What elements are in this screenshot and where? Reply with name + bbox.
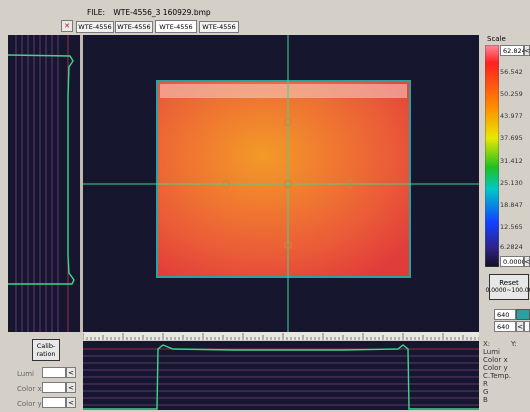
file-name: WTE-4556_3 160929.bmp bbox=[113, 8, 211, 17]
color-x-field[interactable] bbox=[42, 382, 66, 393]
color-y-field[interactable] bbox=[42, 397, 66, 408]
resolution-button[interactable]: < bbox=[516, 321, 524, 332]
tab-2[interactable]: WTE-4556 bbox=[115, 21, 153, 33]
scale-tick-1: 56.542 bbox=[500, 68, 523, 76]
color-x-button[interactable]: < bbox=[66, 382, 76, 393]
scale-tick-3: 43.977 bbox=[500, 112, 523, 120]
tab-label: WTE-4556 bbox=[159, 22, 193, 31]
resolution-width-field[interactable]: 640 bbox=[494, 309, 516, 320]
info-y-label: Y: bbox=[511, 340, 517, 348]
scale-tick-4: 37.695 bbox=[500, 134, 523, 142]
reset-label: Reset bbox=[499, 279, 519, 287]
file-label: FILE: bbox=[87, 8, 105, 17]
lumi-label: Lumi bbox=[17, 370, 34, 378]
tab-1[interactable]: WTE-4556 bbox=[76, 21, 114, 33]
luminance-image-view[interactable] bbox=[83, 35, 479, 332]
measure-point-left[interactable] bbox=[222, 180, 230, 188]
file-title: FILE: WTE-4556_3 160929.bmp bbox=[87, 8, 211, 17]
resolution-extra-field[interactable] bbox=[524, 321, 530, 332]
reset-range: 0.0000~100.00 bbox=[485, 287, 530, 294]
left-splitter[interactable] bbox=[80, 35, 83, 332]
horizontal-profile-plot bbox=[83, 341, 479, 410]
vertical-profile-curve bbox=[8, 54, 75, 285]
scale-tick-6: 25.130 bbox=[500, 179, 523, 187]
reset-button[interactable]: Reset 0.0000~100.00 bbox=[485, 274, 530, 300]
scale-max-button[interactable]: < bbox=[524, 45, 530, 56]
scale-tick-8: 12.565 bbox=[500, 223, 523, 231]
close-button[interactable]: ✕ bbox=[61, 20, 73, 32]
resolution-toggle[interactable] bbox=[516, 309, 530, 320]
close-icon: ✕ bbox=[64, 22, 70, 30]
info-lumi-label: Lumi bbox=[483, 348, 500, 356]
scale-max-field[interactable]: 62.824 bbox=[500, 45, 526, 56]
info-r-label: R bbox=[483, 380, 488, 388]
tab-label: WTE-4556 bbox=[117, 23, 151, 31]
measure-point-top[interactable] bbox=[284, 118, 292, 126]
luminance-panel bbox=[158, 82, 409, 276]
scale-min-field[interactable]: 0.0000 bbox=[500, 256, 526, 267]
tab-4[interactable]: WTE-4556 bbox=[199, 21, 239, 33]
lumi-field[interactable] bbox=[42, 367, 66, 378]
tab-label: WTE-4556 bbox=[78, 23, 112, 31]
color-y-button[interactable]: < bbox=[66, 397, 76, 408]
info-g-label: G bbox=[483, 388, 489, 396]
scale-min-button[interactable]: < bbox=[524, 256, 530, 267]
panel-top-highlight bbox=[160, 84, 407, 98]
measure-point-center[interactable] bbox=[284, 180, 292, 188]
color-y-label: Color y bbox=[17, 400, 42, 408]
scale-tick-5: 31.412 bbox=[500, 157, 523, 165]
tab-3[interactable]: WTE-4556 bbox=[155, 20, 197, 33]
info-b-label: B bbox=[483, 396, 488, 404]
measure-point-bottom[interactable] bbox=[284, 241, 292, 249]
horizontal-profile-curve bbox=[83, 344, 479, 410]
color-x-label: Color x bbox=[17, 385, 42, 393]
calibration-button[interactable]: Calib- ration bbox=[32, 339, 60, 361]
horizontal-ruler bbox=[83, 332, 479, 340]
info-color-x-label: Color x bbox=[483, 356, 508, 364]
info-color-y-label: Color y bbox=[483, 364, 508, 372]
lumi-button[interactable]: < bbox=[66, 367, 76, 378]
info-ctemp-label: C.Temp. bbox=[483, 372, 511, 380]
calibration-label: Calib- ration bbox=[36, 342, 56, 358]
info-x-label: X: bbox=[483, 340, 491, 348]
vertical-profile-plot bbox=[8, 35, 80, 332]
scale-tick-2: 50.259 bbox=[500, 90, 523, 98]
tab-label: WTE-4556 bbox=[202, 23, 236, 31]
scale-tick-9: 6.2824 bbox=[500, 243, 523, 251]
scale-title: Scale bbox=[487, 35, 506, 43]
color-scale-bar bbox=[485, 45, 499, 267]
scale-tick-7: 18.847 bbox=[500, 201, 523, 209]
measure-point-right[interactable] bbox=[346, 180, 354, 188]
resolution-height-field[interactable]: 640 bbox=[494, 321, 516, 332]
